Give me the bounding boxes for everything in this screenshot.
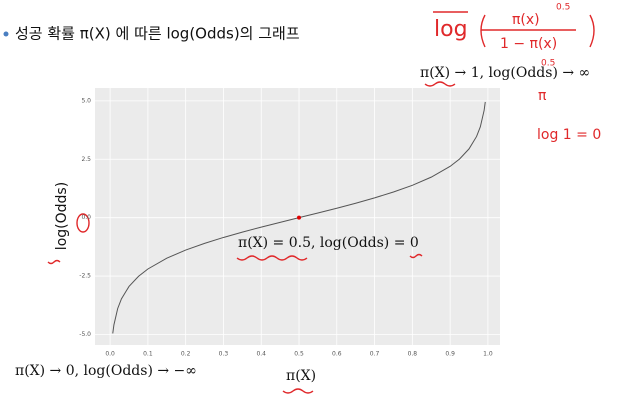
x-tick-label: 1.0 (483, 351, 493, 358)
annotation: π(X) = 0.5, log(Odds) = 0 (238, 235, 419, 251)
x-tick-label: 0.9 (445, 351, 455, 358)
x-tick-label: 0.4 (256, 351, 266, 358)
handwritten-note: 1 − π(x) (500, 36, 557, 52)
x-tick-label: 0.6 (332, 351, 342, 358)
y-tick-label: 5.0 (81, 97, 91, 104)
handwriting (47, 11, 595, 394)
x-axis-label: π(X) (286, 368, 316, 384)
y-tick-label: 0.0 (81, 214, 91, 221)
marks (112, 101, 486, 334)
slide-title: 성공 확률 π(X) 에 따른 log(Odds)의 그래프 (15, 25, 300, 43)
x-tick-label: 0.3 (219, 351, 229, 358)
handwritten-note: log (434, 17, 468, 42)
y-tick-label: 2.5 (81, 156, 91, 163)
y-axis-label: log(Odds) (54, 182, 70, 250)
x-tick-label: 0.0 (105, 351, 115, 358)
x-tick-label: 0.7 (370, 351, 380, 358)
x-tick-label: 0.1 (143, 351, 153, 358)
handwritten-note: π(x) (512, 12, 540, 28)
x-tick-label: 0.5 (294, 351, 304, 358)
handwritten-note: log 1 = 0 (537, 127, 601, 143)
bullet (3, 31, 9, 37)
highlight-point (297, 215, 302, 220)
handwritten-note: π (538, 88, 547, 104)
annotation: π(X) → 1, log(Odds) → ∞ (420, 65, 590, 81)
y-tick-label: -5.0 (79, 331, 91, 338)
handwritten-note: 0.5 (541, 59, 555, 69)
x-tick-label: 0.2 (181, 351, 191, 358)
annotation: π(X) → 0, log(Odds) → −∞ (15, 363, 197, 379)
handwritten-note: 0.5 (556, 3, 570, 13)
x-tick-label: 0.8 (408, 351, 418, 358)
y-tick-label: -2.5 (79, 273, 91, 280)
